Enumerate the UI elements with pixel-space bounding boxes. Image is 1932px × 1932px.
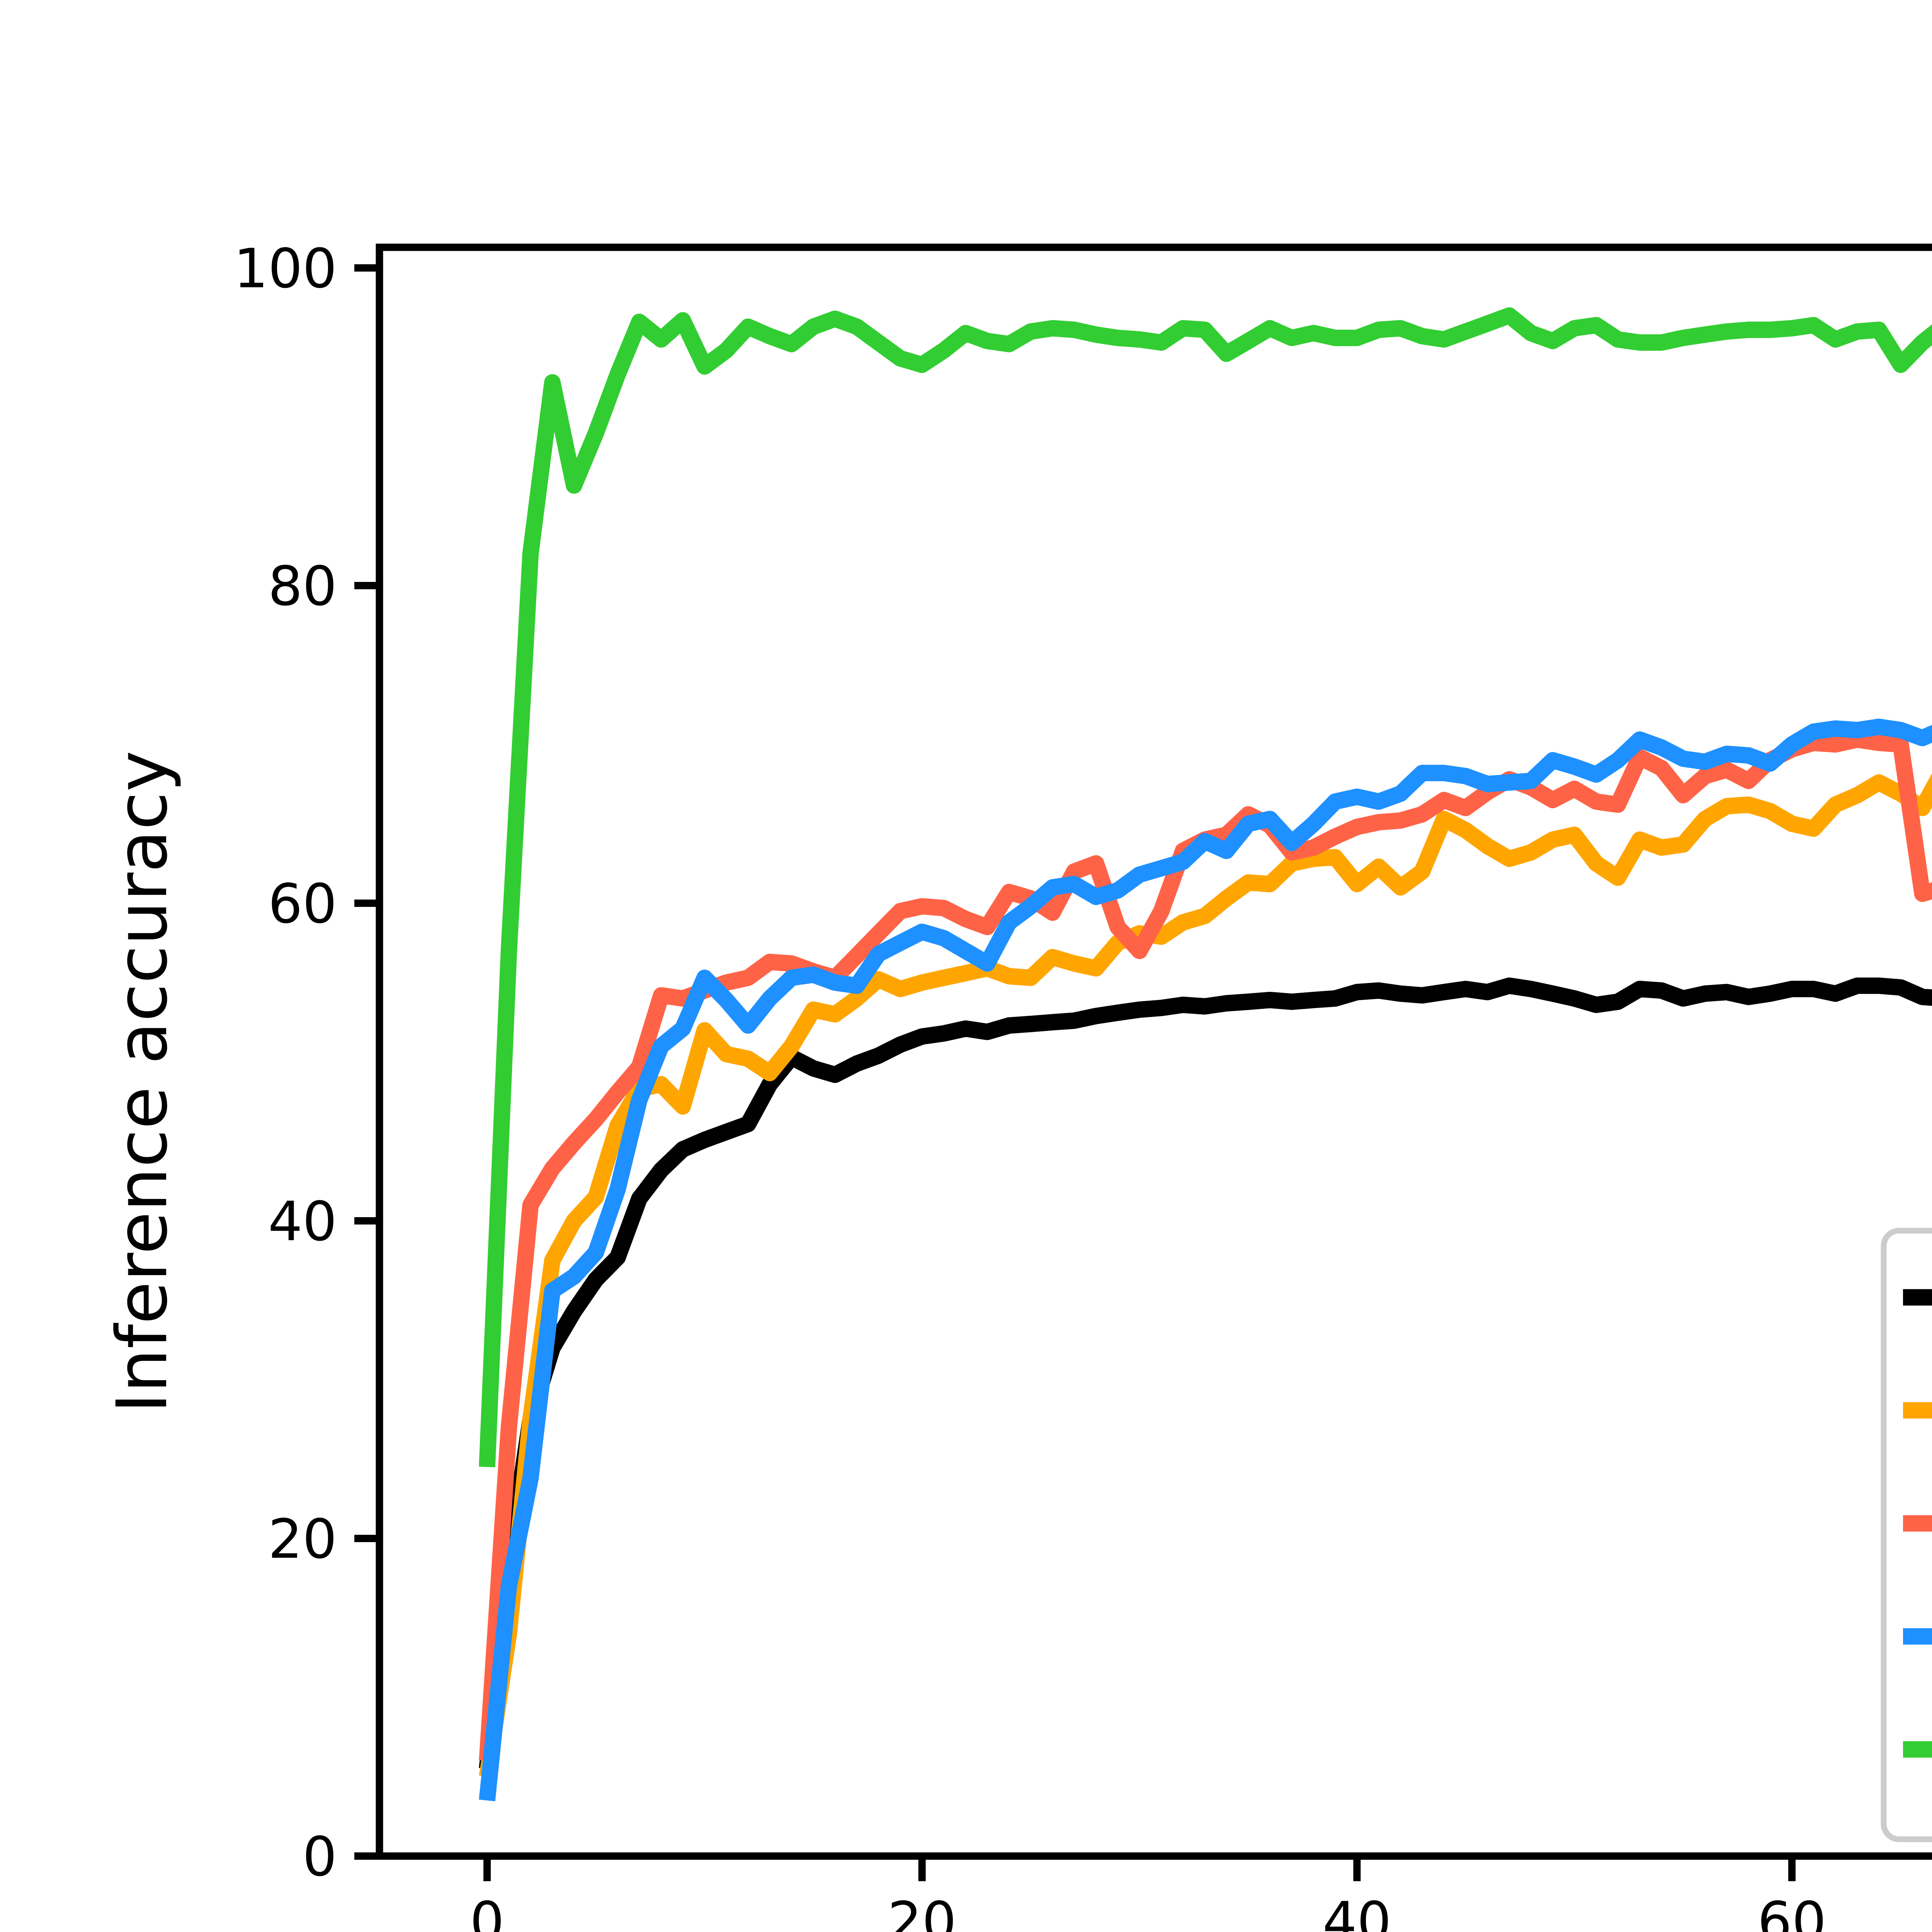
y-tick-label-0: 0: [303, 1826, 337, 1889]
legend-box: [1881, 1228, 1932, 1842]
y-tick-label-40: 40: [268, 1190, 337, 1253]
x-tick-label-20: 20: [888, 1891, 956, 1932]
y-axis-label: Inference accuracy: [102, 750, 183, 1413]
legend-item-satnet: SATNet: [1903, 1628, 1932, 1645]
axis-ticks: [354, 264, 1796, 1881]
series-line-abl-refl-ours: [479, 307, 1932, 1468]
legend-item-cl-ste: CL-STE: [1903, 1515, 1932, 1532]
x-tick-label-40: 40: [1323, 1891, 1391, 1932]
series-line-rrn: [479, 773, 1932, 1778]
x-tick-label-60: 60: [1757, 1891, 1826, 1932]
axes-spines: [376, 243, 1932, 1860]
series-line-simple-gnn: [479, 977, 1932, 1770]
y-tick-label-20: 20: [268, 1508, 337, 1571]
plot-border: [376, 243, 1932, 1860]
series-lines: [479, 307, 1932, 1801]
axis-tick-labels: 020406080100020406080100: [234, 237, 1827, 1932]
legend-item-rrn: RRN: [1903, 1402, 1932, 1419]
legend-item-simple-gnn: Simple GNN: [1903, 1289, 1932, 1306]
y-tick-label-80: 80: [268, 555, 337, 618]
legend-item-abl-refl-ours: ABL-Refl (ours): [1903, 1741, 1932, 1758]
series-line-cl-ste: [479, 731, 1932, 1762]
legend: Simple GNN RRN CL-STE SATNet ABL-Refl (ours): [1881, 1228, 1932, 1842]
x-tick-label-0: 0: [470, 1891, 504, 1932]
y-tick-label-60: 60: [268, 872, 337, 935]
series-line-satnet: [479, 718, 1932, 1801]
y-tick-label-100: 100: [234, 237, 337, 300]
